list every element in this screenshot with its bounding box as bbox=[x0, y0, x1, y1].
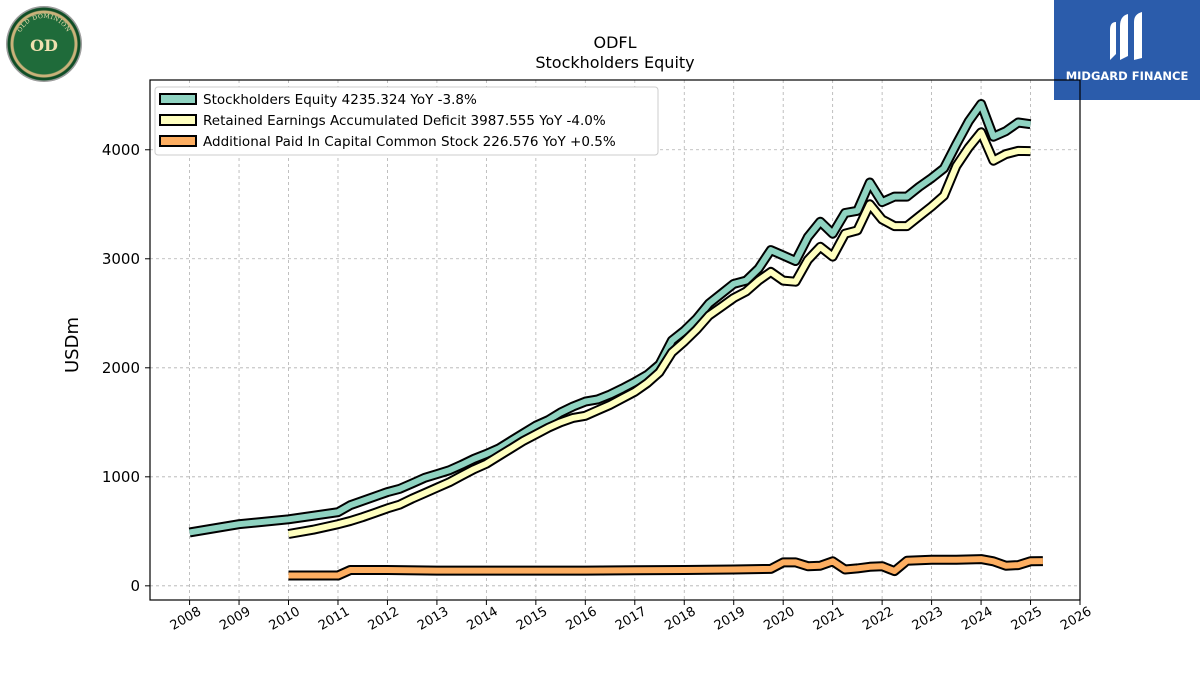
legend-label-1: Retained Earnings Accumulated Deficit 39… bbox=[203, 113, 606, 129]
series-outline-0 bbox=[188, 99, 1032, 538]
y-tick-label: 1000 bbox=[102, 468, 140, 486]
x-tick-label: 2022 bbox=[860, 604, 896, 634]
company-logo: OLD DOMINION OD bbox=[6, 6, 82, 82]
x-tick-label: 2021 bbox=[811, 604, 847, 634]
x-tick-label: 2010 bbox=[267, 604, 303, 634]
y-tick-label: 4000 bbox=[102, 141, 140, 159]
series-line-1 bbox=[287, 129, 1031, 537]
x-axis: 2008 2009 2010 2011 2012 2013 2014 2015 2016 2017… bbox=[168, 600, 1094, 634]
x-tick-label: 2016 bbox=[563, 604, 599, 634]
legend-swatch-1 bbox=[159, 114, 197, 126]
series-layer bbox=[188, 99, 1043, 581]
x-tick-label: 2023 bbox=[910, 604, 946, 634]
x-tick-label: 2015 bbox=[514, 604, 550, 634]
x-tick-label: 2013 bbox=[415, 604, 451, 634]
legend-swatch-0 bbox=[159, 93, 197, 105]
x-tick-label: 2012 bbox=[366, 604, 402, 634]
x-tick-label: 2020 bbox=[761, 604, 797, 634]
legend-swatch-2 bbox=[159, 135, 197, 147]
x-tick-label: 2025 bbox=[1009, 604, 1045, 634]
series-line-0 bbox=[189, 101, 1031, 536]
legend-label-2: Additional Paid In Capital Common Stock … bbox=[203, 134, 616, 150]
company-logo-mark: OD bbox=[30, 36, 58, 55]
x-tick-label: 2026 bbox=[1058, 604, 1094, 634]
company-seal-icon: OLD DOMINION OD bbox=[16, 13, 71, 55]
brand-name: MIDGARD FINANCE bbox=[1065, 69, 1189, 83]
x-tick-label: 2018 bbox=[662, 604, 698, 634]
series-line-2 bbox=[288, 556, 1043, 579]
x-tick-label: 2011 bbox=[316, 604, 352, 634]
chart-title: ODFL bbox=[593, 33, 636, 52]
x-tick-label: 2009 bbox=[217, 604, 253, 634]
chart-subtitle: Stockholders Equity bbox=[535, 53, 694, 72]
legend-box bbox=[154, 86, 659, 156]
y-axis-label: USDm bbox=[62, 317, 83, 373]
plot-frame bbox=[149, 79, 1081, 601]
x-tick-label: 2014 bbox=[465, 604, 501, 634]
x-tick-label: 2024 bbox=[959, 604, 995, 634]
y-tick-label: 0 bbox=[130, 577, 140, 595]
x-tick-label: 2017 bbox=[613, 604, 649, 634]
brand-logo: MIDGARD FINANCE bbox=[1054, 0, 1200, 100]
midgard-mark-icon bbox=[1110, 12, 1142, 60]
x-tick-label: 2008 bbox=[168, 604, 204, 634]
y-tick-label: 2000 bbox=[102, 359, 140, 377]
y-tick-label: 3000 bbox=[102, 250, 140, 268]
y-axis: 0 1000 2000 3000 4000 bbox=[102, 141, 150, 595]
legend-label-0: Stockholders Equity 4235.324 YoY -3.8% bbox=[203, 92, 477, 108]
legend: Stockholders Equity 4235.324 YoY -3.8% Re… bbox=[154, 86, 659, 156]
x-tick-label: 2019 bbox=[712, 604, 748, 634]
